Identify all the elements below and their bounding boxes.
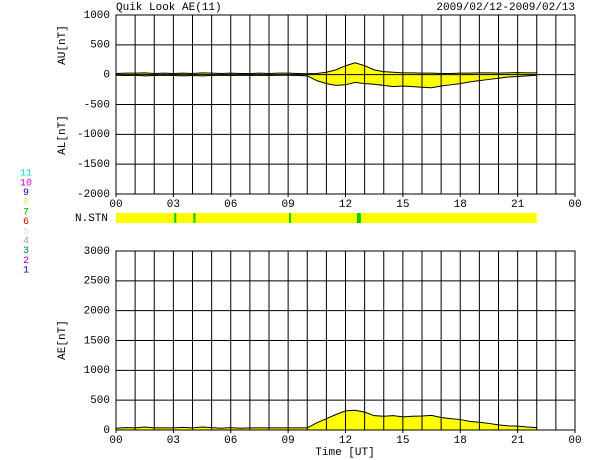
y-tick-label: 1000 xyxy=(84,365,110,377)
x-tick-label: 12 xyxy=(339,199,352,211)
station-number: 11 xyxy=(20,169,32,180)
station-number: 10 xyxy=(20,178,32,189)
x-tick-label: 03 xyxy=(167,435,180,447)
x-tick-label: 18 xyxy=(454,199,467,211)
station-number: 5 xyxy=(23,227,29,238)
chart-title: Quik Look AE(11) xyxy=(116,2,222,14)
station-mark xyxy=(356,213,361,223)
data-line xyxy=(115,62,537,75)
y-axis-label: AL[nT] xyxy=(57,115,69,155)
station-number: 2 xyxy=(23,256,29,267)
x-tick-label: 00 xyxy=(568,435,581,447)
x-tick-label: 18 xyxy=(454,435,467,447)
station-bar xyxy=(116,213,537,223)
plot-frame xyxy=(115,14,576,195)
station-mark xyxy=(174,213,177,223)
station-number: 6 xyxy=(23,217,29,228)
station-number: 1 xyxy=(23,266,29,277)
x-tick-label: 15 xyxy=(396,435,409,447)
x-axis-label: Time [UT] xyxy=(315,447,374,459)
data-line xyxy=(115,74,537,89)
x-tick-label: 09 xyxy=(282,435,295,447)
y-tick-label: -1500 xyxy=(77,159,110,171)
x-tick-label: 12 xyxy=(339,435,352,447)
x-tick-label: 06 xyxy=(224,199,237,211)
x-tick-label: 00 xyxy=(109,199,122,211)
x-tick-label: 15 xyxy=(396,199,409,211)
station-number: 4 xyxy=(23,237,29,248)
station-number: 3 xyxy=(23,246,29,257)
y-tick-label: -500 xyxy=(84,99,110,111)
station-label: N.STN xyxy=(75,213,108,225)
data-line xyxy=(115,409,537,429)
x-tick-label: 00 xyxy=(109,435,122,447)
plot-frame xyxy=(115,250,576,431)
y-axis-label: AE[nT] xyxy=(57,320,69,360)
x-tick-label: 21 xyxy=(511,199,525,211)
station-mark xyxy=(193,213,196,223)
y-tick-label: 0 xyxy=(103,425,110,437)
x-tick-label: 06 xyxy=(224,435,237,447)
y-tick-label: -1000 xyxy=(77,129,110,141)
y-tick-label: 2500 xyxy=(84,276,110,288)
y-tick-label: 3000 xyxy=(84,246,110,258)
y-tick-label: 0 xyxy=(103,70,110,82)
x-tick-label: 21 xyxy=(511,435,525,447)
x-tick-label: 00 xyxy=(568,199,581,211)
y-tick-label: 1000 xyxy=(84,10,110,22)
y-tick-label: 2000 xyxy=(84,306,110,318)
x-tick-label: 09 xyxy=(282,199,295,211)
y-tick-label: 500 xyxy=(90,40,110,52)
y-tick-label: -2000 xyxy=(77,189,110,201)
station-number: 9 xyxy=(23,188,29,199)
x-tick-label: 03 xyxy=(167,199,180,211)
y-tick-label: 1500 xyxy=(84,335,110,347)
date-range: 2009/02/12-2009/02/13 xyxy=(436,2,575,14)
y-axis-label: AU[nT] xyxy=(57,25,69,65)
y-tick-label: 500 xyxy=(90,395,110,407)
station-number: 7 xyxy=(23,207,29,218)
station-mark xyxy=(289,213,292,223)
station-number: 8 xyxy=(23,198,29,209)
